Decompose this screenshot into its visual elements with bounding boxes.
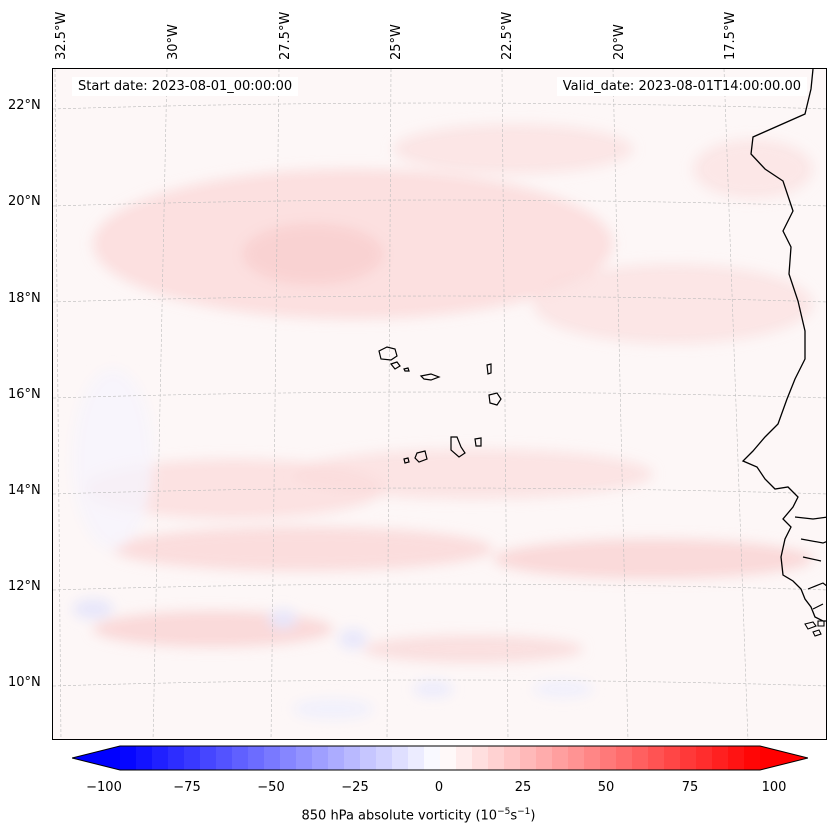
lon-label-20w: 20°W [612, 24, 627, 60]
island-boa-vista [488, 392, 502, 406]
island-sal [486, 363, 492, 375]
colorbar-segment [184, 746, 201, 770]
colorbar-segment [600, 746, 617, 770]
colorbar-label-close: ) [530, 808, 536, 824]
colorbar-tick-label: −25 [341, 780, 369, 795]
colorbar-segment [296, 746, 313, 770]
colorbar-segment [264, 746, 281, 770]
island-brava [403, 457, 410, 464]
lat-label-22n: 22°N [8, 98, 41, 113]
vorticity-map [52, 68, 827, 740]
lat-label-20n: 20°N [8, 194, 41, 209]
lon-label-22-5w: 22.5°W [500, 11, 515, 60]
lat-label-14n: 14°N [8, 483, 41, 498]
colorbar-segment [216, 746, 233, 770]
island-maio [474, 437, 482, 447]
colorbar-segment [520, 746, 537, 770]
colorbar-segment [200, 746, 217, 770]
colorbar-segment [536, 746, 553, 770]
lat-label-12n: 12°N [8, 579, 41, 594]
graticule [53, 69, 826, 739]
lon-label-17-5w: 17.5°W [723, 11, 738, 60]
colorbar-tick-label: 0 [434, 780, 444, 795]
colorbar-tick-label: −75 [173, 780, 201, 795]
colorbar-segment [472, 746, 489, 770]
colorbar-segment [312, 746, 329, 770]
colorbar-segment [504, 746, 521, 770]
colorbar-segment [488, 746, 505, 770]
colorbar-segment [584, 746, 601, 770]
colorbar-segment [456, 746, 473, 770]
colorbar-segment [744, 746, 761, 770]
colorbar-segment [616, 746, 633, 770]
island-santiago [450, 436, 466, 458]
colorbar-tick-label: 75 [681, 780, 699, 795]
lon-label-27-5w: 27.5°W [278, 11, 293, 60]
colorbar-segment [248, 746, 265, 770]
lat-label-16n: 16°N [8, 387, 41, 402]
colorbar-segment [552, 746, 569, 770]
colorbar-segment [440, 746, 457, 770]
colorbar-min-extend [72, 746, 120, 770]
map-canvas [53, 69, 826, 739]
colorbar-segment [632, 746, 649, 770]
colorbar-label-exp1: −5 [497, 807, 511, 817]
lat-label-10n: 10°N [8, 675, 41, 690]
colorbar-segment [712, 746, 729, 770]
colorbar-segment [680, 746, 697, 770]
colorbar-tick-label: 25 [514, 780, 532, 795]
colorbar-segment [376, 746, 393, 770]
colorbar-segment [568, 746, 585, 770]
lon-label-25w: 25°W [389, 24, 404, 60]
start-date-label: Start date: 2023-08-01_00:00:00 [72, 77, 299, 96]
vorticity-field [73, 124, 813, 719]
colorbar-max-extend [760, 746, 808, 770]
africa-coastline [741, 69, 826, 622]
colorbar-segment [120, 746, 137, 770]
colorbar-label-text: 850 hPa absolute vorticity (10 [301, 808, 498, 824]
colorbar-label: 850 hPa absolute vorticity (10−5s−1) [0, 807, 837, 823]
island-santa-luzia [403, 367, 410, 372]
coast-inlet [794, 516, 826, 610]
colorbar-segment [280, 746, 297, 770]
colorbar-segment [728, 746, 745, 770]
colorbar-segment [664, 746, 681, 770]
lat-label-18n: 18°N [8, 291, 41, 306]
colorbar-segment [152, 746, 169, 770]
colorbar-segment [696, 746, 713, 770]
colorbar-segment [232, 746, 249, 770]
lon-label-30w: 30°W [166, 24, 181, 60]
valid-date-label: Valid_date: 2023-08-01T14:00:00.00 [556, 77, 807, 96]
colorbar-segment [648, 746, 665, 770]
colorbar-segment [344, 746, 361, 770]
colorbar-segments [120, 746, 761, 770]
colorbar-tick-label: −100 [86, 780, 122, 795]
island-sao-nicolau [419, 373, 441, 381]
colorbar-segment [328, 746, 345, 770]
island-santo-antao [378, 346, 398, 361]
bijagos-islands [804, 620, 825, 637]
colorbar-tick-label: 100 [761, 780, 787, 795]
colorbar-segment [392, 746, 409, 770]
colorbar-segment [424, 746, 441, 770]
colorbar [72, 745, 808, 771]
colorbar-tick-label: 50 [597, 780, 615, 795]
colorbar-segment [136, 746, 153, 770]
island-fogo [414, 450, 428, 463]
colorbar-label-mid: s [510, 808, 518, 824]
cape-verde-islands [378, 346, 502, 464]
colorbar-segment [168, 746, 185, 770]
colorbar-segment [408, 746, 425, 770]
colorbar-label-exp2: −1 [517, 807, 531, 817]
colorbar-segment [360, 746, 377, 770]
island-sao-vicente [389, 361, 401, 370]
colorbar-outline [72, 745, 808, 771]
colorbar-tick-label: −50 [257, 780, 285, 795]
lon-label-32-5w: 32.5°W [54, 11, 69, 60]
